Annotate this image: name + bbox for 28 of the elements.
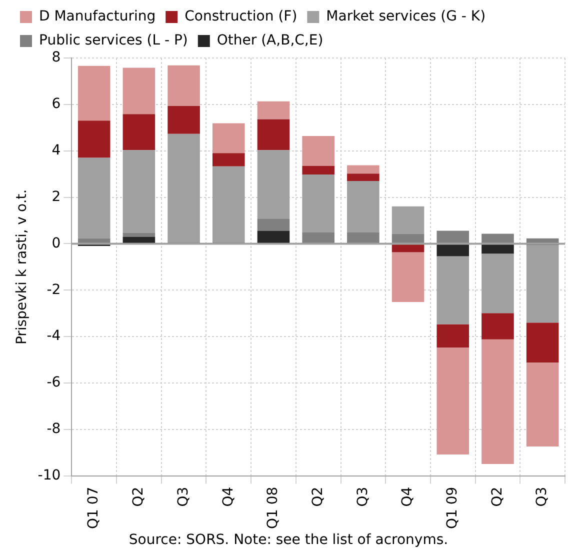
x-tick-label: Q4 — [220, 486, 236, 507]
y-tick-label: 2 — [52, 188, 61, 205]
x-tick-label: Q2 — [310, 486, 326, 507]
y-tick-label: 0 — [52, 235, 61, 252]
y-tick-label: -8 — [46, 421, 61, 438]
y-tick-label: 8 — [52, 50, 61, 66]
x-tick-label: Q3 — [534, 486, 550, 507]
source-note: Source: SORS. Note: see the list of acronyms. — [128, 532, 450, 548]
x-tick-label: Q1 09 — [444, 486, 461, 530]
y-axis-title: Prispevki k rasti, v o.t. — [14, 189, 30, 345]
y-tick-label: 4 — [52, 142, 61, 158]
legend-label: Other (A,B,C,E) — [216, 32, 324, 49]
legend-label: Construction (F) — [184, 8, 298, 25]
y-tick-label: -6 — [46, 374, 61, 391]
legend-label: D Manufacturing — [39, 8, 156, 25]
y-tick-label: -2 — [46, 282, 61, 298]
y-tick-label: -4 — [46, 328, 61, 344]
y-tick-label: 6 — [52, 96, 61, 112]
x-tick-label: Q2 — [489, 486, 506, 507]
x-tick-label: Q3 — [354, 486, 371, 507]
legend-label: Market services (G - K) — [326, 8, 486, 25]
y-tick-label: -10 — [38, 467, 61, 484]
x-tick-label: Q1 08 — [265, 486, 282, 530]
x-tick-label: Q1 07 — [86, 486, 102, 530]
legend-label: Public services (L - P) — [39, 32, 188, 49]
x-tick-label: Q2 — [130, 486, 147, 507]
x-tick-label: Q3 — [175, 486, 192, 507]
x-tick-label: Q4 — [400, 486, 416, 507]
